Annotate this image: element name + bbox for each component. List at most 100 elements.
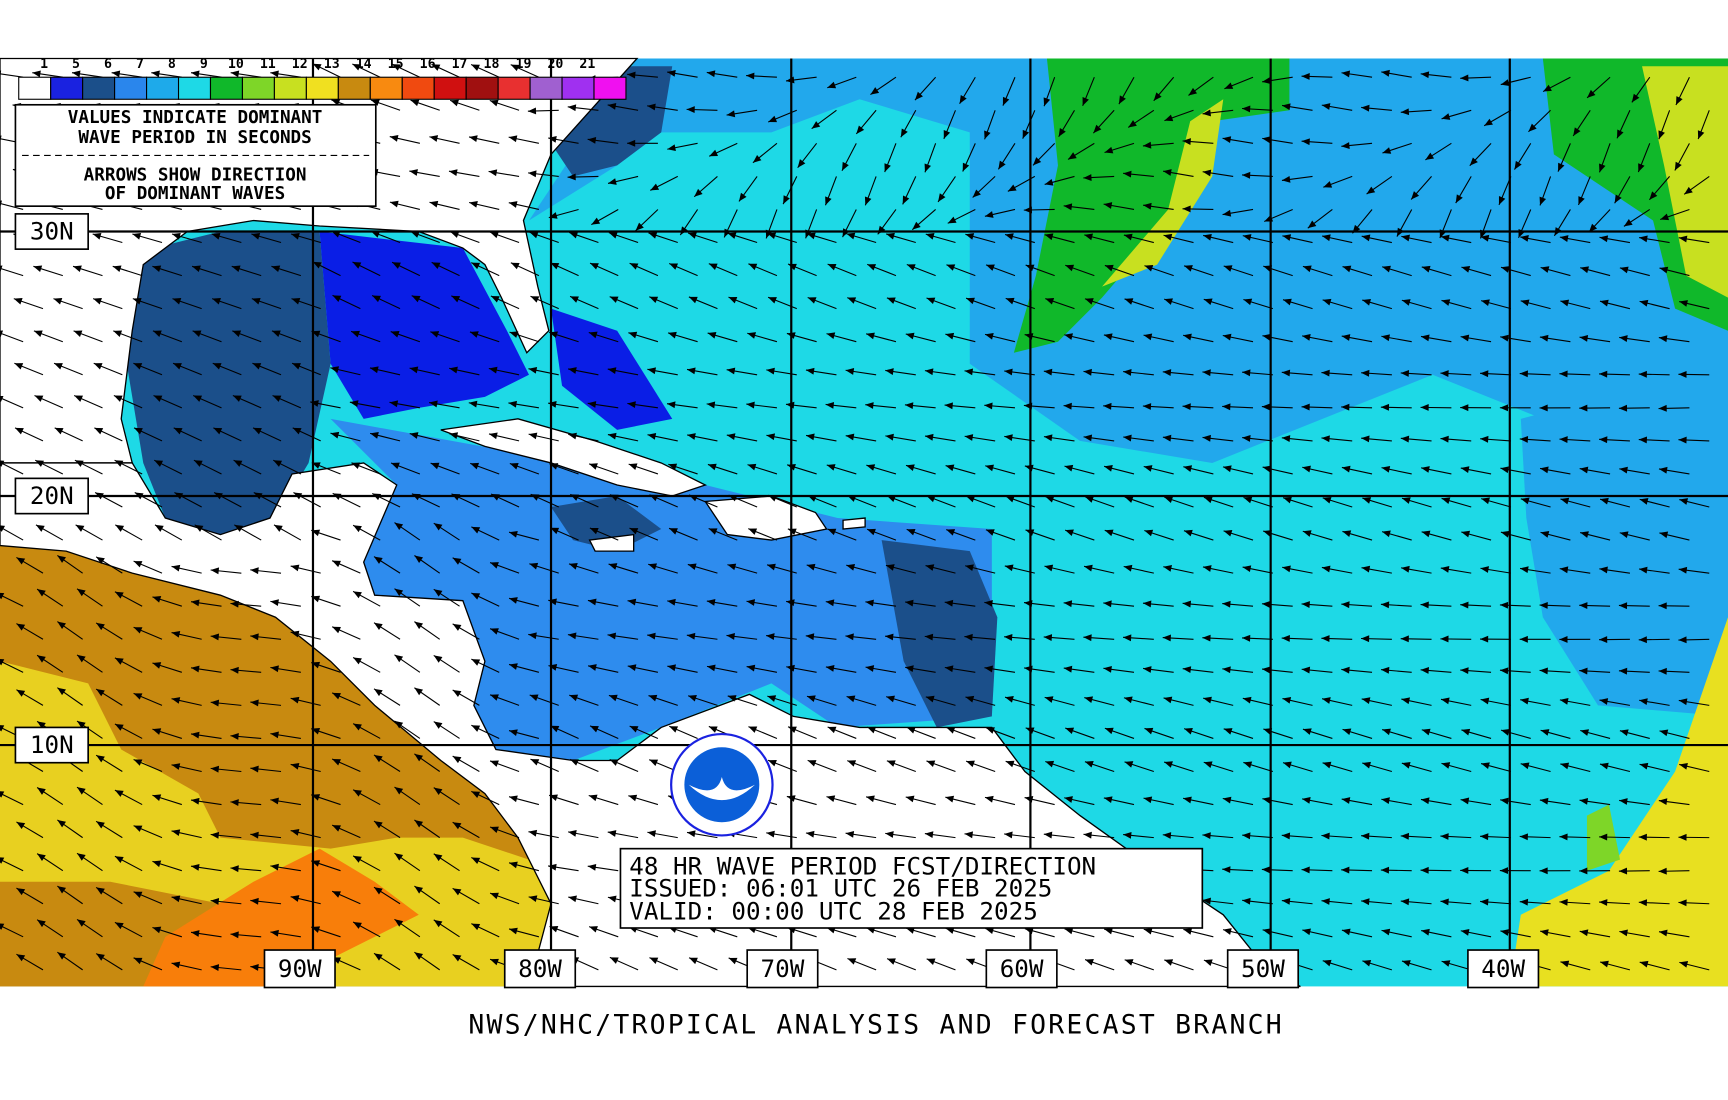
wave-arrowhead (767, 232, 777, 240)
wave-arrowhead (429, 135, 439, 142)
wave-arrowhead (847, 297, 857, 304)
wave-arrowhead (290, 895, 300, 902)
wave-arrowhead (1520, 566, 1529, 574)
wave-arrowhead (648, 563, 657, 570)
wave-arrowhead (570, 759, 579, 766)
wave-arrowhead (1282, 565, 1291, 573)
wave-arrowhead (1638, 636, 1647, 644)
wave-arrowhead (470, 462, 480, 470)
wave-arrowhead (509, 927, 518, 935)
wave-arrowhead (805, 367, 815, 375)
wave-arrowhead (1480, 566, 1489, 573)
wave-arrowhead (290, 564, 300, 572)
longitude-label-box (263, 949, 336, 989)
wave-arrowhead (410, 99, 420, 107)
wave-arrowhead (1043, 97, 1051, 107)
wave-arrowhead (77, 919, 86, 927)
wave-arrowhead (272, 395, 282, 402)
wave-arrowhead (1085, 496, 1094, 503)
wave-arrowhead (1301, 866, 1310, 874)
wave-arrowhead (1658, 867, 1667, 875)
wave-arrowhead (986, 264, 995, 271)
period-region (1642, 66, 1728, 298)
wave-arrowhead (986, 727, 995, 734)
wave-arrowhead (825, 401, 835, 409)
wave-arrowhead (827, 528, 837, 536)
wave-arrowhead (192, 265, 201, 273)
wave-arrowhead (1301, 666, 1311, 674)
wave-arrowhead (96, 821, 105, 829)
wave-arrowhead (1599, 235, 1609, 243)
wave-arrowhead (433, 853, 443, 862)
wave-arrowhead (707, 463, 717, 471)
wave-arrowhead (1560, 497, 1570, 505)
wave-arrowhead (114, 657, 124, 665)
wave-arrowhead (331, 231, 341, 238)
wave-arrowhead (609, 759, 619, 766)
wave-arrowhead (1401, 299, 1411, 306)
wave-arrowhead (587, 136, 597, 144)
wave-arrowhead (587, 401, 597, 408)
wave-arrowhead (1440, 370, 1449, 377)
wave-arrowhead (1599, 698, 1609, 705)
wave-arrowhead (173, 363, 182, 370)
wave-arrowhead (1514, 160, 1522, 170)
wave-arrowhead (1341, 601, 1350, 609)
wave-arrowhead (912, 221, 921, 230)
wave-arrowhead (271, 330, 281, 337)
wave-arrowhead (1480, 635, 1489, 643)
wave-arrowhead (332, 759, 341, 766)
latitude-label-box (14, 213, 89, 250)
wave-arrowhead (74, 460, 84, 467)
wave-arrowhead (972, 189, 981, 198)
wave-arrowhead (1480, 234, 1490, 242)
wave-arrowhead (1361, 435, 1370, 443)
wave-arrowhead (667, 70, 676, 77)
wave-arrowhead (114, 723, 124, 731)
wave-arrowhead (154, 460, 164, 467)
wave-arrowhead (946, 264, 956, 271)
wave-arrowhead (1302, 728, 1312, 735)
legend-label: 7 (136, 57, 144, 72)
wave-arrowhead (964, 831, 974, 839)
wave-arrowhead (1153, 92, 1162, 101)
wave-arrowhead (1262, 796, 1272, 804)
wave-arrowhead (33, 330, 43, 337)
wave-arrowhead (826, 464, 836, 471)
wave-arrowhead (471, 857, 481, 865)
wave-arrowhead (959, 95, 967, 104)
wave-arrowhead (433, 523, 443, 531)
wave-arrowhead (1064, 927, 1074, 935)
wave-arrowhead (1104, 146, 1114, 154)
wave-arrowhead (1301, 601, 1310, 608)
wave-arrowhead (567, 173, 576, 181)
wave-arrowhead (867, 264, 877, 271)
wave-arrowhead (1361, 898, 1370, 906)
wave-arrowhead (77, 787, 86, 795)
wave-arrowhead (1223, 530, 1233, 537)
wave-arrowhead (1675, 96, 1683, 105)
wave-arrowhead (290, 630, 300, 638)
wave-arrowhead (96, 953, 105, 961)
wave-arrowhead (1361, 635, 1370, 643)
wave-arrowhead (1202, 434, 1211, 442)
wave-arrowhead (133, 891, 143, 899)
footer: NWS/NHC/TROPICAL ANALYSIS AND FORECAST B… (468, 1010, 1283, 1041)
wave-arrowhead (1321, 635, 1330, 642)
wave-arrowhead (1203, 233, 1212, 241)
wave-arrowhead (353, 525, 362, 533)
wave-arrowhead (1381, 465, 1391, 473)
wave-arrowhead (1618, 602, 1628, 610)
period-region (143, 848, 419, 987)
wave-arrowhead (151, 70, 160, 78)
wave-arrowhead (1599, 899, 1608, 906)
wave-arrowhead (984, 665, 994, 673)
wave-arrowhead (1460, 867, 1469, 874)
wave-arrowhead (0, 135, 2, 143)
wave-arrowhead (1500, 797, 1509, 805)
wave-arrowhead (1519, 898, 1529, 906)
wave-arrowhead (409, 366, 419, 374)
wave-arrowhead (1262, 136, 1271, 144)
wave-arrowhead (650, 183, 660, 191)
wave-arrowhead (627, 664, 637, 672)
